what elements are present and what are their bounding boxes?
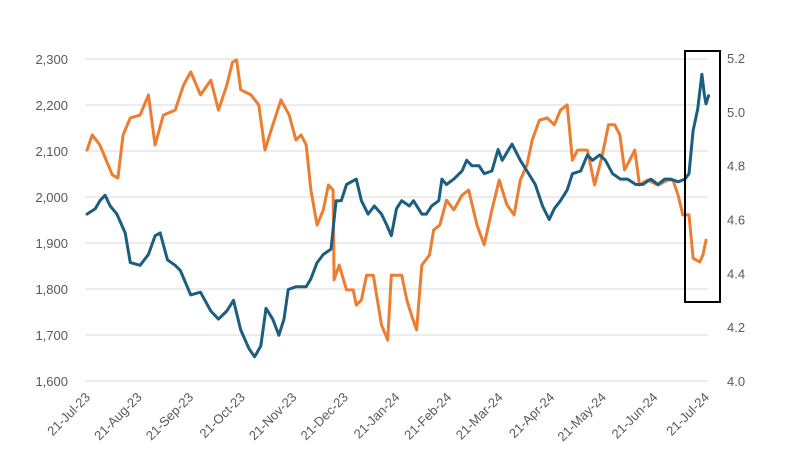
x-axis-tick-label: 21-Mar-24 [453,390,506,443]
right-axis-tick-label: 4.8 [727,159,745,174]
left-axis-tick-label: 2,100 [35,144,68,159]
blue-series-line [85,72,711,359]
x-axis-tick-label: 21-May-24 [554,390,609,445]
right-axis-tick-label: 4.2 [727,320,745,335]
left-axis-ticks: 1,600 1,700 1,800 1,900 2,000 2,100 2,200 2,300 [35,52,68,389]
left-axis-tick-label: 1,600 [35,374,68,389]
x-axis-tick-label: 21-Aug-23 [91,390,145,444]
x-axis-tick-label: 21-Oct-23 [196,390,247,441]
left-axis-tick-label: 1,800 [35,282,68,297]
right-axis-tick-label: 4.6 [727,213,745,228]
orange-series-line [85,58,708,342]
right-axis-tick-label: 5.0 [727,105,745,120]
x-axis-tick-label: 21-Jan-24 [351,390,403,442]
left-axis-tick-label: 2,300 [35,52,68,67]
right-axis-tick-label: 4.4 [727,266,745,281]
x-axis-tick-label: 21-Jul-23 [44,390,93,439]
left-axis-tick-label: 1,700 [35,328,68,343]
x-axis-tick-label: 21-Nov-23 [246,390,300,444]
x-axis-tick-label: 21-Feb-24 [401,390,454,443]
x-axis-tick-label: 21-Jun-24 [609,390,661,442]
x-axis-tick-label: 21-Jul-24 [663,390,712,439]
left-axis-tick-label: 1,900 [35,236,68,251]
right-axis-tick-label: 4.0 [727,374,745,389]
x-axis-tick-label: 21-Sep-23 [143,390,197,444]
gridlines [85,58,708,382]
series-lines [85,58,711,359]
x-axis-tick-label: 21-Apr-24 [506,390,557,441]
right-axis-tick-label: 5.2 [727,51,745,66]
left-axis-tick-label: 2,200 [35,98,68,113]
left-axis-tick-label: 2,000 [35,190,68,205]
right-axis-ticks: 4.0 4.2 4.4 4.6 4.8 5.0 5.2 [727,51,745,389]
x-axis-tick-label: 21-Dec-23 [298,390,352,444]
highlight-box-annotation [684,50,721,303]
